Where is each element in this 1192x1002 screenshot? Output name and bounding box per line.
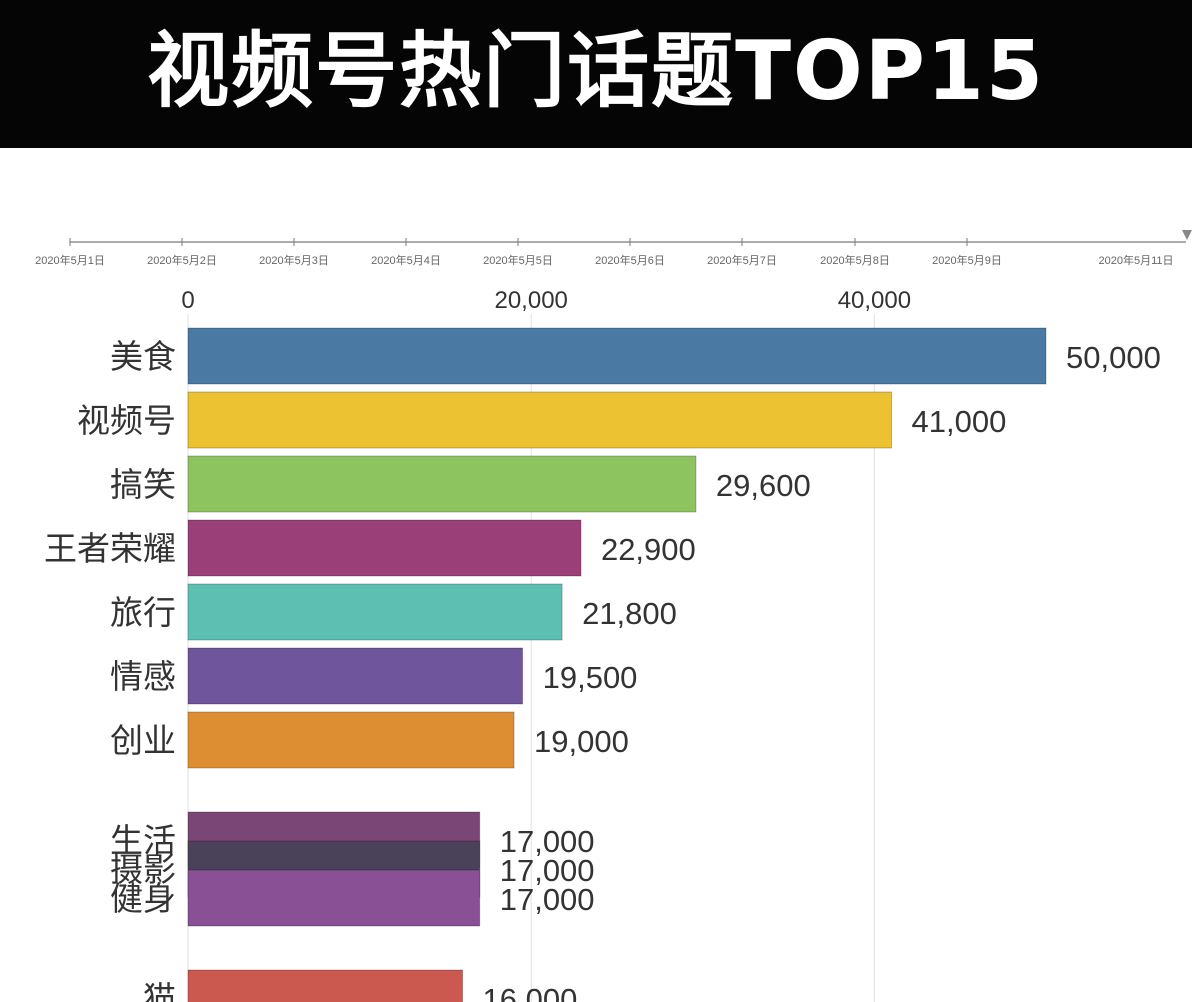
x-tick-label: 0 [181, 287, 194, 314]
timeline-label: 2020年5月8日 [820, 253, 890, 267]
value-label: 19,000 [534, 724, 629, 759]
bars: 美食 50,000 视频号 41,000 搞笑 29,600 王者荣耀 22,900 旅行 21,… [44, 327, 1161, 1002]
value-label: 29,600 [716, 468, 811, 503]
category-label: 健身 [110, 879, 176, 918]
bar-1 [187, 391, 893, 449]
x-tick-label: 20,000 [494, 287, 567, 314]
bar-2 [187, 455, 697, 513]
chart-title: 视频号热门话题TOP15 [147, 24, 1045, 119]
category-label: 王者荣耀 [44, 529, 176, 568]
value-label: 21,800 [582, 596, 677, 631]
value-label: 41,000 [912, 404, 1007, 439]
bar-chart: 2020年5月1日 2020年5月2日 2020年5月3日 2020年5月4日 2020… [35, 230, 1192, 1002]
bar-9 [187, 869, 481, 927]
timeline-label: 2020年5月7日 [707, 253, 777, 267]
category-label: 视频号 [77, 401, 176, 440]
timeline-label: 2020年5月5日 [483, 253, 553, 267]
bar-4 [187, 583, 563, 641]
title-bar: 视频号热门话题TOP15 [0, 0, 1192, 148]
bar-0 [187, 327, 1047, 385]
value-label: 22,900 [601, 532, 696, 567]
x-tick-label: 40,000 [838, 287, 911, 314]
value-label: 16,000 [483, 982, 578, 1002]
category-label: 美食 [110, 337, 176, 376]
category-label: 情感 [110, 657, 176, 696]
timeline-label: 2020年5月6日 [595, 253, 665, 267]
category-label: 猫 [143, 979, 176, 1002]
bar-5 [187, 647, 524, 705]
category-label: 创业 [110, 721, 176, 760]
category-label: 摄影 [110, 850, 176, 889]
timeline-label: 2020年5月2日 [147, 253, 217, 267]
timeline-label: 2020年5月3日 [259, 253, 329, 267]
value-label: 19,500 [543, 660, 638, 695]
timeline-label: 2020年5月9日 [932, 253, 1002, 267]
bar-3 [187, 519, 582, 577]
timeline-label: 2020年5月1日 [35, 253, 105, 267]
timeline-marker-icon [1182, 230, 1192, 240]
timeline-axis: 2020年5月1日 2020年5月2日 2020年5月3日 2020年5月4日 2020… [35, 230, 1192, 267]
timeline-label: 2020年5月4日 [371, 253, 441, 267]
chart-panel: 2020年5月1日 2020年5月2日 2020年5月3日 2020年5月4日 2020… [0, 148, 1192, 1002]
bar-10 [187, 969, 464, 1002]
category-label: 旅行 [110, 593, 176, 632]
timeline-label: 2020年5月11日 [1098, 253, 1173, 267]
x-axis-ticks: 0 20,000 40,000 [181, 287, 911, 314]
bar-6 [187, 711, 515, 769]
value-label: 17,000 [500, 882, 595, 917]
value-label: 17,000 [500, 824, 595, 859]
category-label: 搞笑 [110, 465, 176, 504]
category-label: 生活 [110, 821, 176, 860]
value-label: 50,000 [1066, 340, 1161, 375]
value-label: 17,000 [500, 853, 595, 888]
